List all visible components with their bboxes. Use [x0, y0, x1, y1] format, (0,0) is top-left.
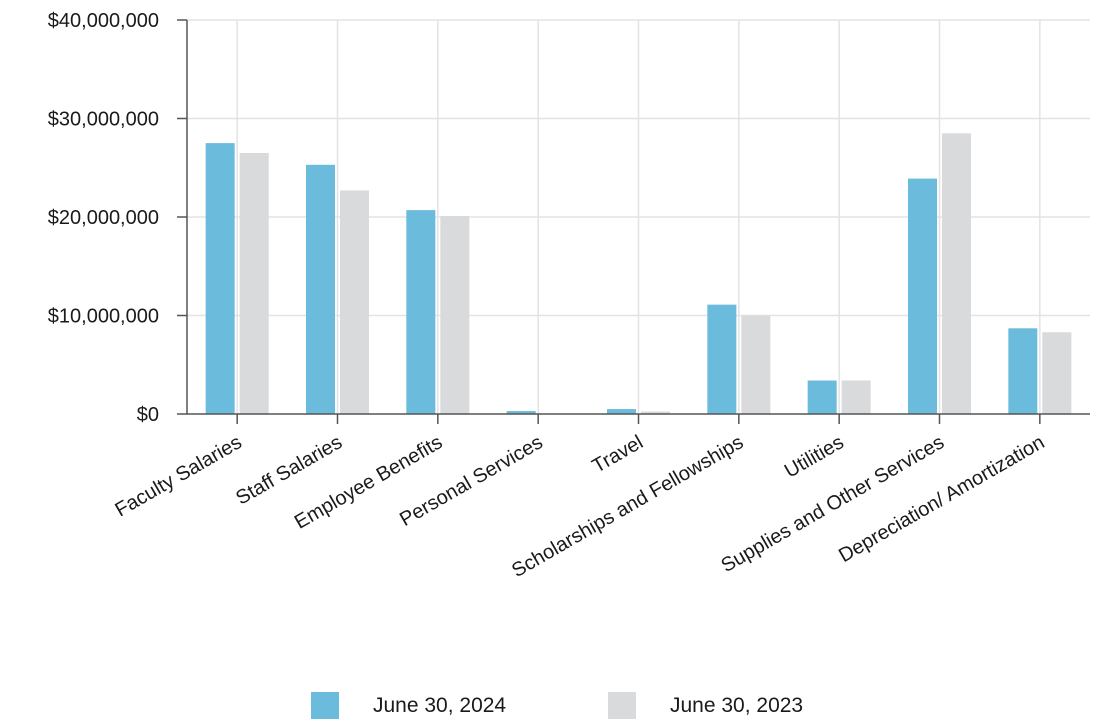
legend-swatch-2023	[608, 692, 636, 719]
legend-label-2023: June 30, 2023	[670, 693, 804, 717]
x-category-label: Utilities	[781, 431, 848, 482]
legend-item-2024: June 30, 2024	[311, 692, 506, 719]
bar-2023-7	[942, 133, 971, 414]
y-tick-label: $40,000,000	[48, 10, 159, 32]
bar-2024-3	[506, 411, 536, 414]
x-category-label: Travel	[589, 431, 647, 477]
bar-2024-6	[807, 380, 837, 414]
bar-2023-6	[841, 380, 871, 414]
bar-2023-4	[641, 411, 670, 414]
bar-2023-8	[1042, 332, 1072, 414]
bar-2023-5	[741, 315, 771, 414]
legend-swatch-2024	[311, 692, 339, 719]
bar-2024-0	[205, 143, 235, 414]
bar-2024-5	[707, 304, 737, 414]
x-category-label: Faculty Salaries	[111, 431, 245, 521]
bar-2024-1	[306, 164, 335, 414]
y-tick-label: $30,000,000	[48, 109, 159, 131]
legend: June 30, 2024 June 30, 2023	[0, 692, 1100, 719]
bar-2024-7	[908, 178, 937, 414]
y-tick-labels: $0 $10,000,000 $20,000,000 $30,000,000 $40,0…	[48, 10, 159, 426]
bar-2023-1	[340, 190, 369, 414]
bar-2024-8	[1008, 328, 1038, 414]
bar-2024-2	[406, 210, 436, 414]
axes	[177, 19, 1090, 424]
bars	[205, 133, 1072, 414]
y-tick-label: $0	[137, 404, 159, 426]
bar-chart: $0 $10,000,000 $20,000,000 $30,000,000 $40,0…	[48, 10, 1090, 582]
y-tick-label: $20,000,000	[48, 207, 159, 229]
bar-2023-2	[440, 216, 470, 414]
bar-2024-4	[607, 409, 636, 414]
legend-item-2023: June 30, 2023	[608, 692, 803, 719]
legend-label-2024: June 30, 2024	[373, 693, 507, 717]
y-tick-label: $10,000,000	[48, 306, 159, 328]
bar-2023-0	[239, 152, 269, 414]
gridlines	[187, 19, 1090, 414]
